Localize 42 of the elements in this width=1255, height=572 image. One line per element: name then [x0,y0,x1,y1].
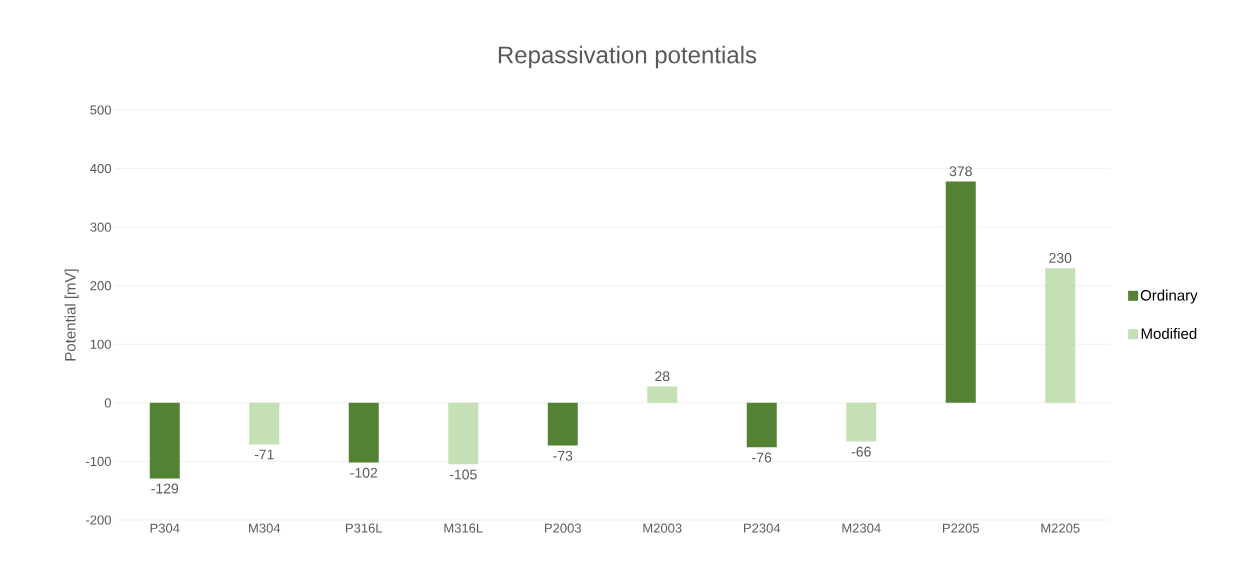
bar [647,386,678,403]
x-tick-label: P304 [150,523,180,533]
y-tick-label: 400 [90,163,111,174]
data-label: -129 [151,483,179,494]
y-tick-label: 500 [90,105,111,115]
data-label: 230 [1049,253,1072,263]
y-tick-label: 0 [104,398,111,408]
data-label: -102 [350,467,378,478]
data-label: -76 [752,452,772,463]
bar [945,181,976,403]
x-tick-label: M2205 [1041,523,1080,533]
bar [1045,268,1076,403]
chart-title: Repassivation potentials [498,45,757,69]
bar [846,402,877,442]
data-label: -73 [553,450,573,461]
data-label: -105 [449,469,477,480]
y-tick-label: 200 [90,281,111,291]
x-tick-label: P2205 [943,523,979,533]
bar [348,402,379,463]
y-tick-label: 100 [90,339,111,349]
x-tick-label: M2003 [643,523,682,533]
y-tick-label: -200 [86,515,111,525]
bar [448,402,479,465]
legend-label: Modified [1141,327,1197,339]
x-tick-label: P2003 [545,523,581,533]
bar [746,402,777,448]
legend-label: Ordinary [1140,289,1198,304]
data-label: -71 [254,449,274,460]
bar [547,402,578,446]
y-tick-label: -100 [86,456,111,467]
y-axis-title: Potential [mV] [64,269,79,361]
x-tick-label: P316L [346,523,383,533]
x-tick-label: P2304 [744,523,781,533]
x-tick-label: M304 [249,523,281,533]
data-label: 28 [655,371,670,382]
bar [149,402,180,479]
data-label: 378 [949,166,972,177]
data-label: -66 [851,446,871,457]
x-tick-label: M2304 [842,523,881,533]
x-tick-label: M316L [444,523,483,533]
bar [249,402,280,445]
y-tick-label: 300 [90,222,111,232]
